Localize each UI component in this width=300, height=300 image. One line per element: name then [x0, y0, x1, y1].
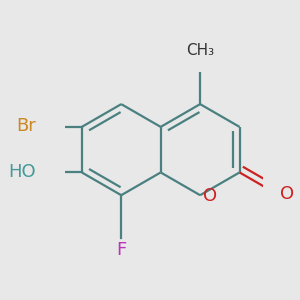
Text: F: F — [116, 242, 126, 260]
Text: O: O — [203, 188, 217, 206]
Text: O: O — [280, 185, 294, 203]
Text: Br: Br — [16, 117, 35, 135]
Text: CH₃: CH₃ — [186, 44, 214, 59]
Text: HO: HO — [8, 164, 35, 181]
